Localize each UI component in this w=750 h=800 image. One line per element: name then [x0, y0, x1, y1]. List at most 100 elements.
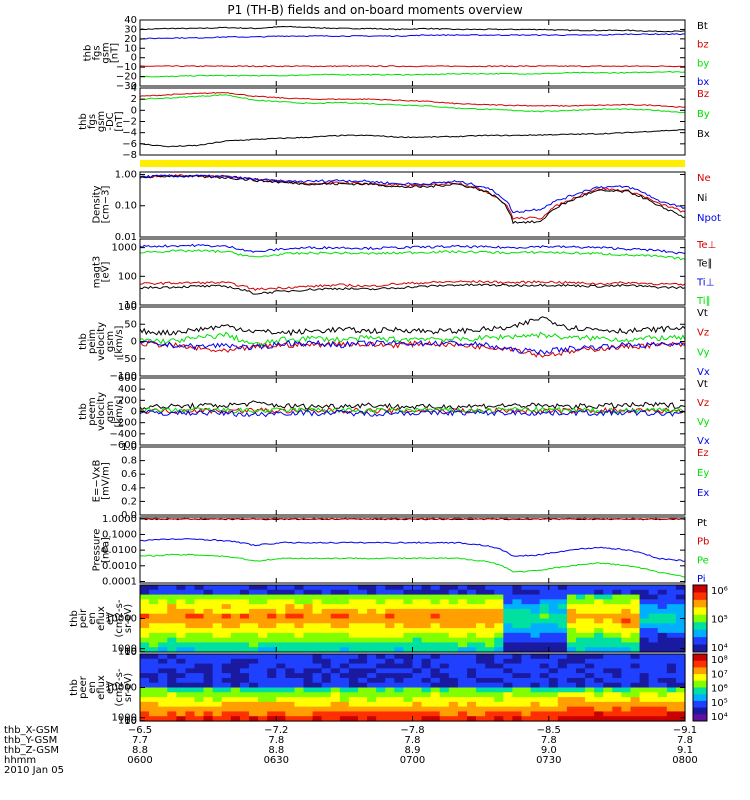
- heatmap-cell: [439, 608, 450, 615]
- heatmap-cell: [585, 711, 595, 717]
- heatmap-cell: [321, 706, 332, 713]
- heatmap-cell: [221, 618, 232, 624]
- y-tick-label: −2: [122, 117, 137, 128]
- colorbar-tick-label: 10⁷: [711, 669, 728, 680]
- heatmap-cell: [194, 618, 205, 624]
- heatmap-cell: [203, 642, 214, 648]
- heatmap-cell: [430, 608, 441, 615]
- heatmap-cell: [530, 663, 541, 669]
- heatmap-cell: [630, 604, 641, 610]
- heatmap-cell: [376, 618, 386, 624]
- heatmap-cell: [239, 687, 250, 693]
- heatmap-cell: [657, 594, 668, 600]
- heatmap-cell: [657, 658, 668, 665]
- heatmap-cell: [140, 673, 150, 679]
- heatmap-cell: [630, 692, 641, 698]
- heatmap-cell: [648, 613, 659, 620]
- heatmap-cell: [339, 677, 350, 684]
- heatmap-cell: [376, 613, 386, 620]
- heatmap-cell: [603, 687, 613, 693]
- y-tick-label: 1.0: [121, 442, 137, 453]
- colorbar-segment: [693, 622, 707, 631]
- heatmap-cell: [585, 682, 595, 689]
- heatmap-cell: [358, 716, 368, 722]
- heatmap-cell: [394, 682, 405, 689]
- heatmap-cell: [666, 663, 677, 669]
- heatmap-cell: [467, 618, 477, 624]
- y-axis-label: (cm2-s-: [114, 668, 125, 706]
- heatmap-cell: [666, 642, 677, 648]
- heatmap-cell: [430, 682, 441, 689]
- heatmap-cell: [367, 687, 377, 693]
- heatmap-cell: [585, 599, 595, 605]
- heatmap-cell: [185, 594, 196, 600]
- heatmap-cell: [230, 668, 241, 674]
- heatmap-cell: [158, 585, 168, 591]
- heatmap-cell: [358, 589, 368, 596]
- heatmap-cell: [421, 585, 432, 591]
- heatmap-cell: [267, 594, 277, 600]
- heatmap-cell: [621, 585, 632, 591]
- y-tick-label: 0.1000: [102, 530, 137, 541]
- heatmap-cell: [185, 687, 196, 693]
- heatmap-cell: [149, 604, 159, 610]
- heatmap-cell: [285, 706, 296, 713]
- heatmap-cell: [639, 589, 650, 596]
- heatmap-cell: [539, 632, 550, 639]
- heatmap-cell: [430, 585, 441, 591]
- heatmap-cell: [258, 599, 268, 605]
- heatmap-cell: [448, 716, 459, 722]
- heatmap-cell: [230, 711, 241, 717]
- heatmap-cell: [494, 608, 504, 615]
- heatmap-cell: [621, 647, 632, 653]
- heatmap-cell: [285, 618, 296, 624]
- y-axis-label: (cm2-s-: [114, 599, 125, 637]
- heatmap-cell: [394, 618, 405, 624]
- heatmap-cell: [276, 608, 286, 615]
- heatmap-cell: [512, 642, 523, 648]
- heatmap-cell: [612, 692, 623, 698]
- heatmap-cell: [348, 604, 359, 610]
- heatmap-cell: [167, 623, 177, 629]
- heatmap-cell: [485, 687, 495, 693]
- heatmap-cell: [321, 642, 332, 648]
- heatmap-cell: [521, 658, 532, 665]
- heatmap-cell: [675, 589, 686, 596]
- heatmap-cell: [548, 687, 559, 693]
- x-axis-value: 7.8: [405, 735, 421, 746]
- heatmap-cell: [348, 682, 359, 689]
- heatmap-cell: [230, 585, 241, 591]
- heatmap-cell: [576, 632, 586, 639]
- heatmap-cell: [548, 658, 559, 665]
- heatmap-cell: [367, 647, 377, 653]
- heatmap-cell: [221, 716, 232, 722]
- heatmap-cell: [539, 642, 550, 648]
- heatmap-cell: [294, 618, 305, 624]
- heatmap-cell: [185, 658, 196, 665]
- heatmap-cell: [321, 623, 332, 629]
- heatmap-cell: [494, 682, 504, 689]
- heatmap-cell: [675, 692, 686, 698]
- heatmap-cell: [258, 647, 268, 653]
- heatmap-cell: [367, 599, 377, 605]
- heatmap-cell: [630, 585, 641, 591]
- heatmap-cell: [521, 594, 532, 600]
- heatmap-cell: [457, 697, 468, 703]
- heatmap-cell: [140, 706, 150, 713]
- heatmap-cell: [503, 637, 514, 644]
- heatmap-cell: [303, 632, 314, 639]
- y-axis-label: [km/s]: [114, 325, 125, 357]
- heatmap-cell: [666, 628, 677, 634]
- heatmap-cell: [394, 701, 405, 708]
- heatmap-cell: [312, 628, 323, 634]
- heatmap-cell: [185, 604, 196, 610]
- heatmap-cell: [476, 654, 486, 660]
- heatmap-cell: [476, 682, 486, 689]
- heatmap-cell: [330, 618, 341, 624]
- heatmap-cell: [140, 618, 150, 624]
- y-axis-label: thb: [78, 113, 89, 130]
- heatmap-cell: [339, 682, 350, 689]
- heatmap-cell: [167, 701, 177, 708]
- heatmap-cell: [448, 599, 459, 605]
